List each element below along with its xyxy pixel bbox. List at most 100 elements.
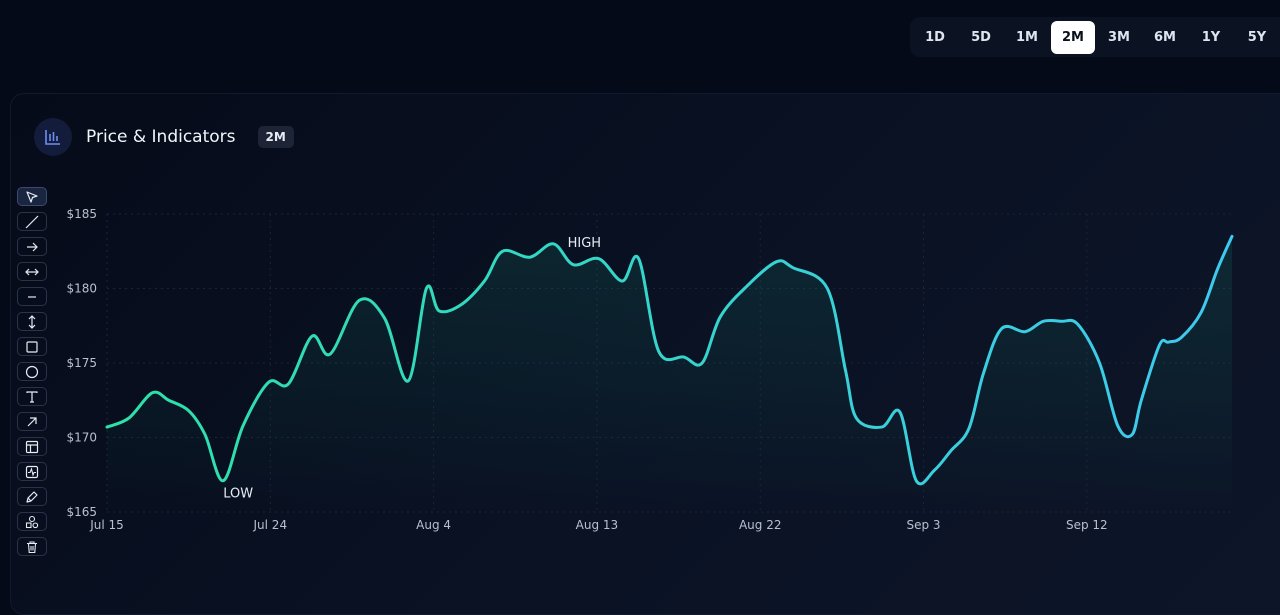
data-point[interactable] [595, 255, 603, 263]
arrow-tool-button[interactable] [17, 237, 47, 256]
data-point[interactable] [569, 261, 577, 269]
data-point[interactable] [773, 258, 781, 266]
data-point[interactable] [1057, 317, 1065, 325]
range-selector: 1D 5D 1M 2M 3M 6M 1Y 5Y [910, 17, 1280, 57]
data-point[interactable] [680, 353, 688, 361]
data-point[interactable] [998, 325, 1006, 333]
data-point[interactable] [1128, 431, 1136, 439]
data-point[interactable] [930, 466, 938, 474]
data-point[interactable] [912, 477, 920, 485]
data-point[interactable] [1074, 320, 1082, 328]
data-point[interactable] [549, 240, 557, 248]
data-point[interactable] [878, 423, 886, 431]
pen-tool-button[interactable] [17, 487, 47, 506]
price-chart[interactable]: $165 $170 $175 $180 $185 Jul 15 Jul 24 Aug 4 Au… [0, 0, 1280, 597]
data-point[interactable] [185, 407, 193, 415]
vertical-arrows-icon [28, 314, 36, 329]
data-point[interactable] [655, 347, 663, 355]
data-point[interactable] [219, 477, 227, 485]
data-point[interactable] [1213, 265, 1221, 273]
data-point[interactable] [635, 255, 643, 263]
data-point[interactable] [1155, 341, 1163, 349]
data-point[interactable] [326, 350, 334, 358]
trash-icon [27, 540, 37, 553]
data-point[interactable] [148, 389, 156, 397]
data-point[interactable] [480, 277, 488, 285]
delete-tool-button[interactable] [17, 537, 47, 556]
data-point[interactable] [1177, 334, 1185, 342]
data-point[interactable] [852, 414, 860, 422]
range-2m-button[interactable]: 2M [1051, 20, 1095, 54]
text-tool-button[interactable] [17, 387, 47, 406]
data-point[interactable] [381, 314, 389, 322]
cursor-tool-button[interactable] [17, 187, 47, 206]
data-point[interactable] [435, 307, 443, 315]
data-point[interactable] [284, 380, 292, 388]
data-point[interactable] [947, 447, 955, 455]
drawing-toolbar [17, 187, 49, 562]
data-point[interactable] [404, 377, 412, 385]
range-5d-button[interactable]: 5D [971, 29, 991, 45]
data-point[interactable] [823, 285, 831, 293]
y-tick-label: $180 [66, 282, 97, 296]
vertical-measure-tool-button[interactable] [17, 312, 47, 331]
horizontal-line-tool-button[interactable] [17, 287, 47, 306]
data-point[interactable] [1096, 359, 1104, 367]
layout-icon [25, 440, 39, 453]
line-tool-button[interactable] [17, 212, 47, 231]
data-point[interactable] [201, 431, 209, 439]
data-point[interactable] [965, 425, 973, 433]
range-5y-button[interactable]: 5Y [1247, 29, 1267, 45]
data-point[interactable] [842, 366, 850, 374]
data-point[interactable] [789, 264, 797, 272]
timeframe-badge: 2M [257, 126, 294, 148]
data-point[interactable] [1039, 317, 1047, 325]
data-point[interactable] [1021, 328, 1029, 336]
rectangle-tool-button[interactable] [17, 337, 47, 356]
diagonal-arrow-tool-button[interactable] [17, 412, 47, 431]
range-1y-button[interactable]: 1Y [1201, 29, 1221, 45]
y-tick-label: $175 [66, 356, 97, 370]
data-point[interactable] [125, 414, 133, 422]
range-1m-button[interactable]: 1M [1016, 29, 1038, 45]
diagonal-arrow-icon [27, 416, 37, 426]
y-tick-label: $165 [66, 505, 97, 519]
data-point[interactable] [979, 369, 987, 377]
data-point[interactable] [1137, 396, 1145, 404]
x-tick-label: Aug 22 [739, 518, 782, 532]
data-point[interactable] [716, 313, 724, 321]
rectangle-icon [26, 340, 38, 353]
data-point[interactable] [1114, 422, 1122, 430]
data-point[interactable] [1228, 232, 1236, 240]
horizontal-line-icon [28, 295, 36, 298]
data-point[interactable] [103, 423, 111, 431]
data-point[interactable] [457, 301, 465, 309]
data-point[interactable] [422, 285, 430, 293]
horizontal-measure-tool-button[interactable] [17, 262, 47, 281]
range-1d-button[interactable]: 1D [925, 29, 945, 45]
data-point[interactable] [896, 408, 904, 416]
data-point[interactable] [264, 378, 272, 386]
layout-tool-button[interactable] [17, 437, 47, 456]
circle-tool-button[interactable] [17, 362, 47, 381]
range-3m-button[interactable]: 3M [1108, 29, 1130, 45]
data-point[interactable] [1197, 308, 1205, 316]
data-point[interactable] [1164, 338, 1172, 346]
data-point[interactable] [698, 359, 706, 367]
data-point[interactable] [165, 396, 173, 404]
data-point[interactable] [355, 296, 363, 304]
price-line[interactable] [105, 234, 1234, 486]
x-tick-label: Sep 12 [1066, 518, 1108, 532]
data-point[interactable] [526, 253, 534, 261]
text-icon [26, 390, 38, 403]
data-point[interactable] [618, 277, 626, 285]
data-point[interactable] [308, 332, 316, 340]
data-point[interactable] [499, 247, 507, 255]
shapes-tool-button[interactable] [17, 512, 47, 531]
data-point[interactable] [744, 282, 752, 290]
shapes-icon [25, 515, 39, 528]
x-tick-label: Aug 4 [416, 518, 451, 532]
data-point[interactable] [239, 422, 247, 430]
range-6m-button[interactable]: 6M [1154, 29, 1176, 45]
activity-tool-button[interactable] [17, 462, 47, 481]
